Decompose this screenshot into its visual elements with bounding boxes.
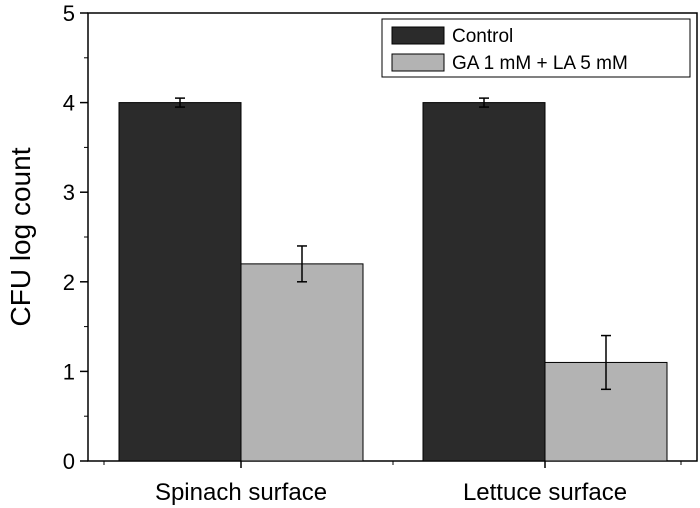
bar-control-1 [422, 102, 546, 462]
y-axis-title: CFU log count [5, 147, 36, 326]
y-tick-label: 2 [63, 270, 75, 295]
bars-layer [118, 102, 668, 462]
legend-swatch-control [391, 26, 445, 45]
legend-swatch-treatment [391, 53, 445, 72]
x-tick-label: Lettuce surface [463, 479, 627, 506]
legend-label-treatment: GA 1 mM + LA 5 mM [452, 53, 628, 74]
bar-ga-1-mm-la-5-mm-0 [240, 263, 364, 462]
error-bars-layer [175, 97, 611, 391]
error-bar-control-0 [175, 97, 185, 108]
legend-label-control: Control [452, 26, 513, 47]
error-bar-ga-1-mm-la-5-mm-0 [297, 245, 307, 283]
legend: Control GA 1 mM + LA 5 mM [381, 18, 691, 78]
y-tick-label: 1 [63, 359, 75, 384]
y-tick-label: 5 [63, 1, 75, 26]
x-axis: Spinach surface Lettuce surface [103, 461, 682, 506]
bar-control-0 [118, 102, 242, 462]
y-tick-label: 3 [63, 180, 75, 205]
y-tick-label: 4 [63, 91, 75, 116]
error-bar-ga-1-mm-la-5-mm-1 [601, 334, 611, 391]
x-tick-label: Spinach surface [155, 479, 327, 506]
error-bar-control-1 [479, 97, 489, 108]
y-tick-label: 0 [63, 449, 75, 474]
y-axis: 0 1 2 3 4 5 [63, 1, 88, 474]
